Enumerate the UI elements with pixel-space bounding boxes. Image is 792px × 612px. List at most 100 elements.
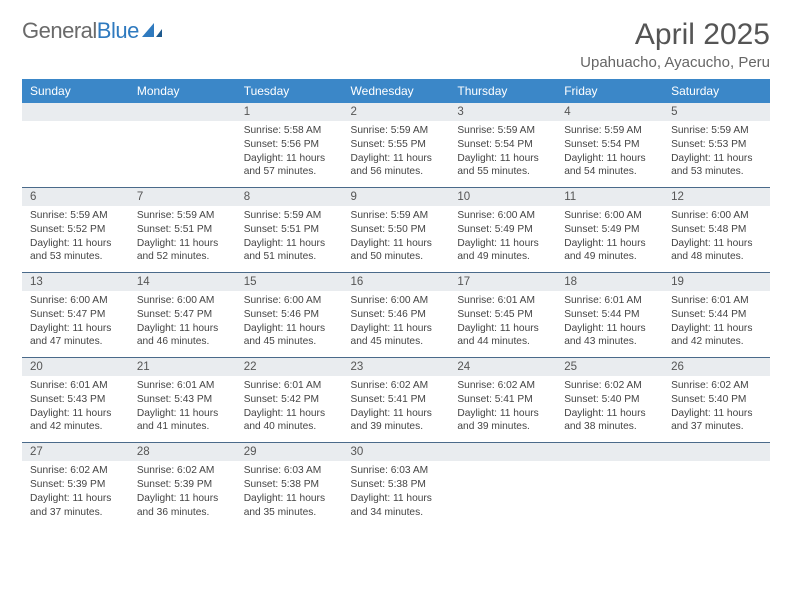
logo: GeneralBlue bbox=[22, 18, 167, 44]
day-number: 18 bbox=[556, 273, 663, 292]
daylight-text-2: and 44 minutes. bbox=[457, 335, 550, 349]
sunrise-text: Sunrise: 6:01 AM bbox=[671, 294, 764, 308]
day-number: 3 bbox=[449, 103, 556, 121]
daylight-text-2: and 39 minutes. bbox=[457, 420, 550, 434]
sunrise-text: Sunrise: 6:00 AM bbox=[671, 209, 764, 223]
day-number: 20 bbox=[22, 358, 129, 377]
sunrise-text: Sunrise: 6:02 AM bbox=[457, 379, 550, 393]
header: GeneralBlue April 2025 Upahuacho, Ayacuc… bbox=[22, 18, 770, 71]
day-cell: Sunrise: 5:59 AMSunset: 5:54 PMDaylight:… bbox=[556, 121, 663, 188]
day-number: 28 bbox=[129, 443, 236, 462]
day-cell: Sunrise: 6:00 AMSunset: 5:47 PMDaylight:… bbox=[129, 291, 236, 358]
day-cell: Sunrise: 5:59 AMSunset: 5:55 PMDaylight:… bbox=[343, 121, 450, 188]
day-cell: Sunrise: 6:02 AMSunset: 5:39 PMDaylight:… bbox=[22, 461, 129, 527]
weekday-header: Tuesday bbox=[236, 79, 343, 103]
sunrise-text: Sunrise: 6:02 AM bbox=[351, 379, 444, 393]
sunrise-text: Sunrise: 6:00 AM bbox=[457, 209, 550, 223]
daylight-text-2: and 49 minutes. bbox=[457, 250, 550, 264]
day-number-empty bbox=[556, 443, 663, 462]
day-cell: Sunrise: 5:58 AMSunset: 5:56 PMDaylight:… bbox=[236, 121, 343, 188]
daylight-text-1: Daylight: 11 hours bbox=[30, 407, 123, 421]
daylight-text-1: Daylight: 11 hours bbox=[457, 407, 550, 421]
daylight-text-2: and 40 minutes. bbox=[244, 420, 337, 434]
sunset-text: Sunset: 5:43 PM bbox=[30, 393, 123, 407]
day-number: 16 bbox=[343, 273, 450, 292]
sunrise-text: Sunrise: 6:00 AM bbox=[244, 294, 337, 308]
sunset-text: Sunset: 5:50 PM bbox=[351, 223, 444, 237]
day-cell: Sunrise: 6:02 AMSunset: 5:40 PMDaylight:… bbox=[556, 376, 663, 443]
daylight-text-1: Daylight: 11 hours bbox=[457, 152, 550, 166]
day-number: 5 bbox=[663, 103, 770, 121]
daylight-text-2: and 42 minutes. bbox=[671, 335, 764, 349]
sunset-text: Sunset: 5:47 PM bbox=[30, 308, 123, 322]
day-number: 13 bbox=[22, 273, 129, 292]
weekday-header: Sunday bbox=[22, 79, 129, 103]
sunrise-text: Sunrise: 5:59 AM bbox=[457, 124, 550, 138]
daylight-text-1: Daylight: 11 hours bbox=[137, 237, 230, 251]
day-number-row: 6789101112 bbox=[22, 188, 770, 207]
day-cell: Sunrise: 6:00 AMSunset: 5:49 PMDaylight:… bbox=[556, 206, 663, 273]
daylight-text-1: Daylight: 11 hours bbox=[671, 152, 764, 166]
day-data-row: Sunrise: 6:00 AM Sunset: 5:47 PM Daylight:… bbox=[22, 291, 770, 358]
day-cell: Sunrise: 6:00 AMSunset: 5:49 PMDaylight:… bbox=[449, 206, 556, 273]
sunset-text: Sunset: 5:39 PM bbox=[30, 478, 123, 492]
day-number-empty bbox=[22, 103, 129, 121]
daylight-text-1: Daylight: 11 hours bbox=[351, 492, 444, 506]
sunset-text: Sunset: 5:43 PM bbox=[137, 393, 230, 407]
day-cell: Sunrise: 6:00 AMSunset: 5:48 PMDaylight:… bbox=[663, 206, 770, 273]
day-number-row: 27282930 bbox=[22, 443, 770, 462]
sunset-text: Sunset: 5:38 PM bbox=[244, 478, 337, 492]
sunset-text: Sunset: 5:46 PM bbox=[351, 308, 444, 322]
day-number: 9 bbox=[343, 188, 450, 207]
sunrise-text: Sunrise: 5:58 AM bbox=[244, 124, 337, 138]
day-cell-empty bbox=[22, 121, 129, 188]
daylight-text-1: Daylight: 11 hours bbox=[244, 322, 337, 336]
day-cell-empty bbox=[556, 461, 663, 527]
day-cell: Sunrise: 6:01 AMSunset: 5:43 PMDaylight:… bbox=[22, 376, 129, 443]
sunrise-text: Sunrise: 5:59 AM bbox=[351, 124, 444, 138]
day-cell: Sunrise: 6:01 AMSunset: 5:44 PMDaylight:… bbox=[556, 291, 663, 358]
weekday-header: Friday bbox=[556, 79, 663, 103]
weekday-header: Thursday bbox=[449, 79, 556, 103]
sunset-text: Sunset: 5:51 PM bbox=[244, 223, 337, 237]
daylight-text-1: Daylight: 11 hours bbox=[244, 407, 337, 421]
daylight-text-1: Daylight: 11 hours bbox=[671, 407, 764, 421]
weekday-header: Monday bbox=[129, 79, 236, 103]
day-cell: Sunrise: 6:03 AMSunset: 5:38 PMDaylight:… bbox=[236, 461, 343, 527]
daylight-text-1: Daylight: 11 hours bbox=[671, 322, 764, 336]
sunrise-text: Sunrise: 6:03 AM bbox=[244, 464, 337, 478]
sunrise-text: Sunrise: 6:01 AM bbox=[244, 379, 337, 393]
day-number-row: 13141516171819 bbox=[22, 273, 770, 292]
daylight-text-2: and 47 minutes. bbox=[30, 335, 123, 349]
day-number: 29 bbox=[236, 443, 343, 462]
daylight-text-2: and 45 minutes. bbox=[244, 335, 337, 349]
daylight-text-2: and 54 minutes. bbox=[564, 165, 657, 179]
title-block: April 2025 Upahuacho, Ayacucho, Peru bbox=[580, 18, 770, 71]
day-data-row: Sunrise: 5:59 AMSunset: 5:52 PMDaylight:… bbox=[22, 206, 770, 273]
daylight-text-2: and 45 minutes. bbox=[351, 335, 444, 349]
daylight-text-1: Daylight: 11 hours bbox=[244, 492, 337, 506]
daylight-text-2: and 48 minutes. bbox=[671, 250, 764, 264]
sunset-text: Sunset: 5:44 PM bbox=[564, 308, 657, 322]
daylight-text-2: and 39 minutes. bbox=[351, 420, 444, 434]
day-number: 23 bbox=[343, 358, 450, 377]
sunrise-text: Sunrise: 6:00 AM bbox=[137, 294, 230, 308]
daylight-text-1: Daylight: 11 hours bbox=[351, 237, 444, 251]
day-cell: Sunrise: 6:02 AMSunset: 5:41 PMDaylight:… bbox=[449, 376, 556, 443]
sunset-text: Sunset: 5:40 PM bbox=[564, 393, 657, 407]
sunrise-text: Sunrise: 5:59 AM bbox=[30, 209, 123, 223]
day-cell: Sunrise: 6:02 AMSunset: 5:41 PMDaylight:… bbox=[343, 376, 450, 443]
sunset-text: Sunset: 5:54 PM bbox=[457, 138, 550, 152]
logo-part1: General bbox=[22, 18, 97, 43]
daylight-text-2: and 53 minutes. bbox=[671, 165, 764, 179]
day-number: 4 bbox=[556, 103, 663, 121]
sunrise-text: Sunrise: 5:59 AM bbox=[671, 124, 764, 138]
day-cell: Sunrise: 6:03 AMSunset: 5:38 PMDaylight:… bbox=[343, 461, 450, 527]
logo-part2: Blue bbox=[97, 18, 139, 43]
day-number: 27 bbox=[22, 443, 129, 462]
month-title: April 2025 bbox=[580, 18, 770, 52]
daylight-text-2: and 37 minutes. bbox=[30, 506, 123, 520]
day-number: 19 bbox=[663, 273, 770, 292]
calendar-table: SundayMondayTuesdayWednesdayThursdayFrid… bbox=[22, 79, 770, 527]
day-number: 2 bbox=[343, 103, 450, 121]
